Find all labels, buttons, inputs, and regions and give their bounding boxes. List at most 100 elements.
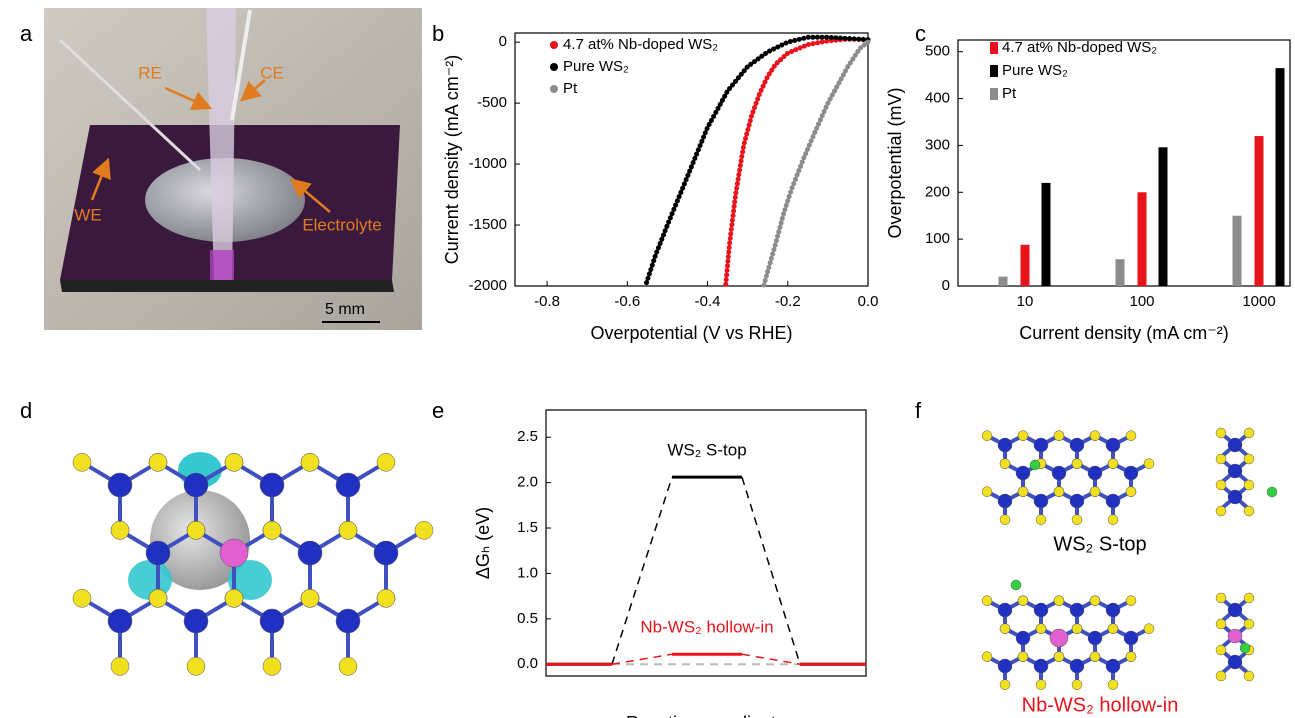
x-axis-label: Reaction coordinate xyxy=(626,713,786,718)
atom xyxy=(184,609,208,633)
data-line xyxy=(764,42,868,286)
atom xyxy=(1126,431,1136,441)
y-tick-label: -2000 xyxy=(469,277,507,294)
legend-label: 4.7 at% Nb-doped WS₂ xyxy=(563,36,718,53)
atom xyxy=(1072,459,1082,469)
atom xyxy=(336,473,360,497)
legend-label: Pt xyxy=(563,80,578,97)
atom xyxy=(1126,487,1136,497)
y-tick-label: 500 xyxy=(925,43,950,60)
atom xyxy=(1000,680,1010,690)
y-axis-label: ΔGₕ (eV) xyxy=(473,507,493,579)
atom xyxy=(1108,515,1118,525)
atom xyxy=(1072,680,1082,690)
atom xyxy=(1216,593,1226,603)
atom xyxy=(1216,480,1226,490)
atom xyxy=(149,453,167,471)
panel-label: f xyxy=(915,398,922,423)
atom xyxy=(1034,659,1048,673)
atom xyxy=(1034,494,1048,508)
y-tick-label: 400 xyxy=(925,90,950,107)
atom xyxy=(982,652,992,662)
atom xyxy=(1216,619,1226,629)
structures xyxy=(73,428,1277,690)
y-tick-label: -1000 xyxy=(469,155,507,172)
x-tick-label: 100 xyxy=(1129,293,1154,310)
chip-edge xyxy=(60,280,394,292)
atom xyxy=(1244,454,1254,464)
atom xyxy=(260,609,284,633)
x-tick-label: 10 xyxy=(1017,293,1034,310)
atom xyxy=(1070,494,1084,508)
atom xyxy=(1070,438,1084,452)
atom xyxy=(339,657,357,675)
x-axis-label: Current density (mA cm⁻²) xyxy=(1019,323,1229,343)
atom xyxy=(1090,487,1100,497)
y-tick-label: 1.0 xyxy=(517,564,538,581)
atom xyxy=(73,453,91,471)
atom xyxy=(982,487,992,497)
atom xyxy=(998,603,1012,617)
connector xyxy=(612,654,672,664)
atom xyxy=(1054,652,1064,662)
atom xyxy=(149,589,167,607)
data-line xyxy=(726,39,868,286)
atom xyxy=(1126,652,1136,662)
legend-label: Pure WS₂ xyxy=(1002,62,1068,79)
photo: RE CE WE Electrolyte 5 mm xyxy=(44,8,422,330)
y-tick-label: 1.5 xyxy=(517,519,538,536)
atom xyxy=(1244,428,1254,438)
atom xyxy=(146,541,170,565)
x-tick-label: 1000 xyxy=(1242,293,1275,310)
bar xyxy=(1276,68,1285,286)
atom xyxy=(1216,671,1226,681)
atom xyxy=(1267,487,1277,497)
bar xyxy=(1042,183,1051,286)
panel-label: a xyxy=(20,21,33,46)
scale-bar-label: 5 mm xyxy=(325,301,365,318)
y-tick-label: 2.0 xyxy=(517,474,538,491)
atom xyxy=(1144,624,1154,634)
atom xyxy=(1034,603,1048,617)
atom xyxy=(1016,631,1030,645)
atom xyxy=(1124,631,1138,645)
atom xyxy=(1034,438,1048,452)
atom xyxy=(998,659,1012,673)
bar xyxy=(1233,216,1242,286)
atom xyxy=(1052,466,1066,480)
y-axis-label: Overpotential (mV) xyxy=(885,87,905,238)
atom xyxy=(1018,431,1028,441)
atom xyxy=(260,473,284,497)
atom xyxy=(1244,593,1254,603)
atom xyxy=(1054,431,1064,441)
atom xyxy=(1106,603,1120,617)
y-tick-label: -1500 xyxy=(469,216,507,233)
legend-marker xyxy=(990,88,998,100)
atom xyxy=(1018,596,1028,606)
legend-marker xyxy=(990,65,998,77)
atom xyxy=(1018,652,1028,662)
y-tick-label: 0.0 xyxy=(517,655,538,672)
atom xyxy=(220,539,248,567)
x-tick-label: -0.4 xyxy=(695,293,721,310)
y-tick-label: 0 xyxy=(499,33,507,50)
atom xyxy=(1000,624,1010,634)
x-tick-label: -0.6 xyxy=(614,293,640,310)
atom xyxy=(1070,603,1084,617)
x-tick-label: 0.0 xyxy=(858,293,879,310)
atom xyxy=(336,609,360,633)
atom xyxy=(1070,659,1084,673)
legend-label: Pure WS₂ xyxy=(563,58,629,75)
x-tick-label: -0.8 xyxy=(534,293,560,310)
legend-marker xyxy=(550,85,558,93)
atom xyxy=(339,521,357,539)
legend-marker xyxy=(550,41,558,49)
y-tick-label: 300 xyxy=(925,136,950,153)
y-tick-label: 0.5 xyxy=(517,610,538,627)
pipe-base xyxy=(210,250,234,280)
atom xyxy=(1000,459,1010,469)
atom xyxy=(1036,680,1046,690)
atom xyxy=(1088,466,1102,480)
atom xyxy=(1011,580,1021,590)
atom xyxy=(187,521,205,539)
